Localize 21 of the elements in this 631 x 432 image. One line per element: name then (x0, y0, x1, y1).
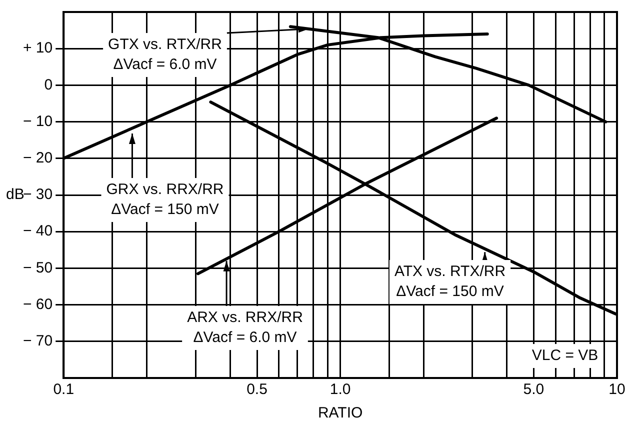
y-tick-label: 0 (44, 76, 53, 94)
y-tick-label: + 10 (22, 40, 53, 57)
y-tick-label: − 50 (22, 259, 53, 276)
y-tick-label: − 60 (22, 296, 53, 313)
x-tick-label: 0.1 (53, 381, 74, 398)
x-tick-label: 0.5 (246, 381, 268, 398)
annotation: ATX vs. RTX/RR ΔVacf = 150 mV (394, 263, 506, 300)
annotation: GTX vs. RTX/RR ΔVacf = 6.0 mV (108, 36, 222, 74)
y-tick-label: − 30 (22, 186, 53, 204)
annotation: VLC = VB (532, 347, 598, 364)
y-tick-label: − 10 (22, 112, 53, 130)
y-tick-label: − 20 (22, 150, 53, 167)
y-tick-label: − 40 (22, 222, 53, 240)
y-axis-title: dB (6, 186, 24, 204)
x-tick-label: 1.0 (330, 381, 351, 398)
x-tick-label: 10 (608, 381, 626, 398)
annotation: ARX vs. RRX/RR ΔVacf = 6.0 mV (187, 309, 304, 346)
x-tick-label: 5.0 (523, 381, 544, 398)
annotation: GRX vs. RRX/RR ΔVacf = 150 mV (106, 181, 224, 218)
y-tick-label: − 70 (22, 332, 53, 350)
x-axis-title: RATIO (318, 404, 363, 422)
